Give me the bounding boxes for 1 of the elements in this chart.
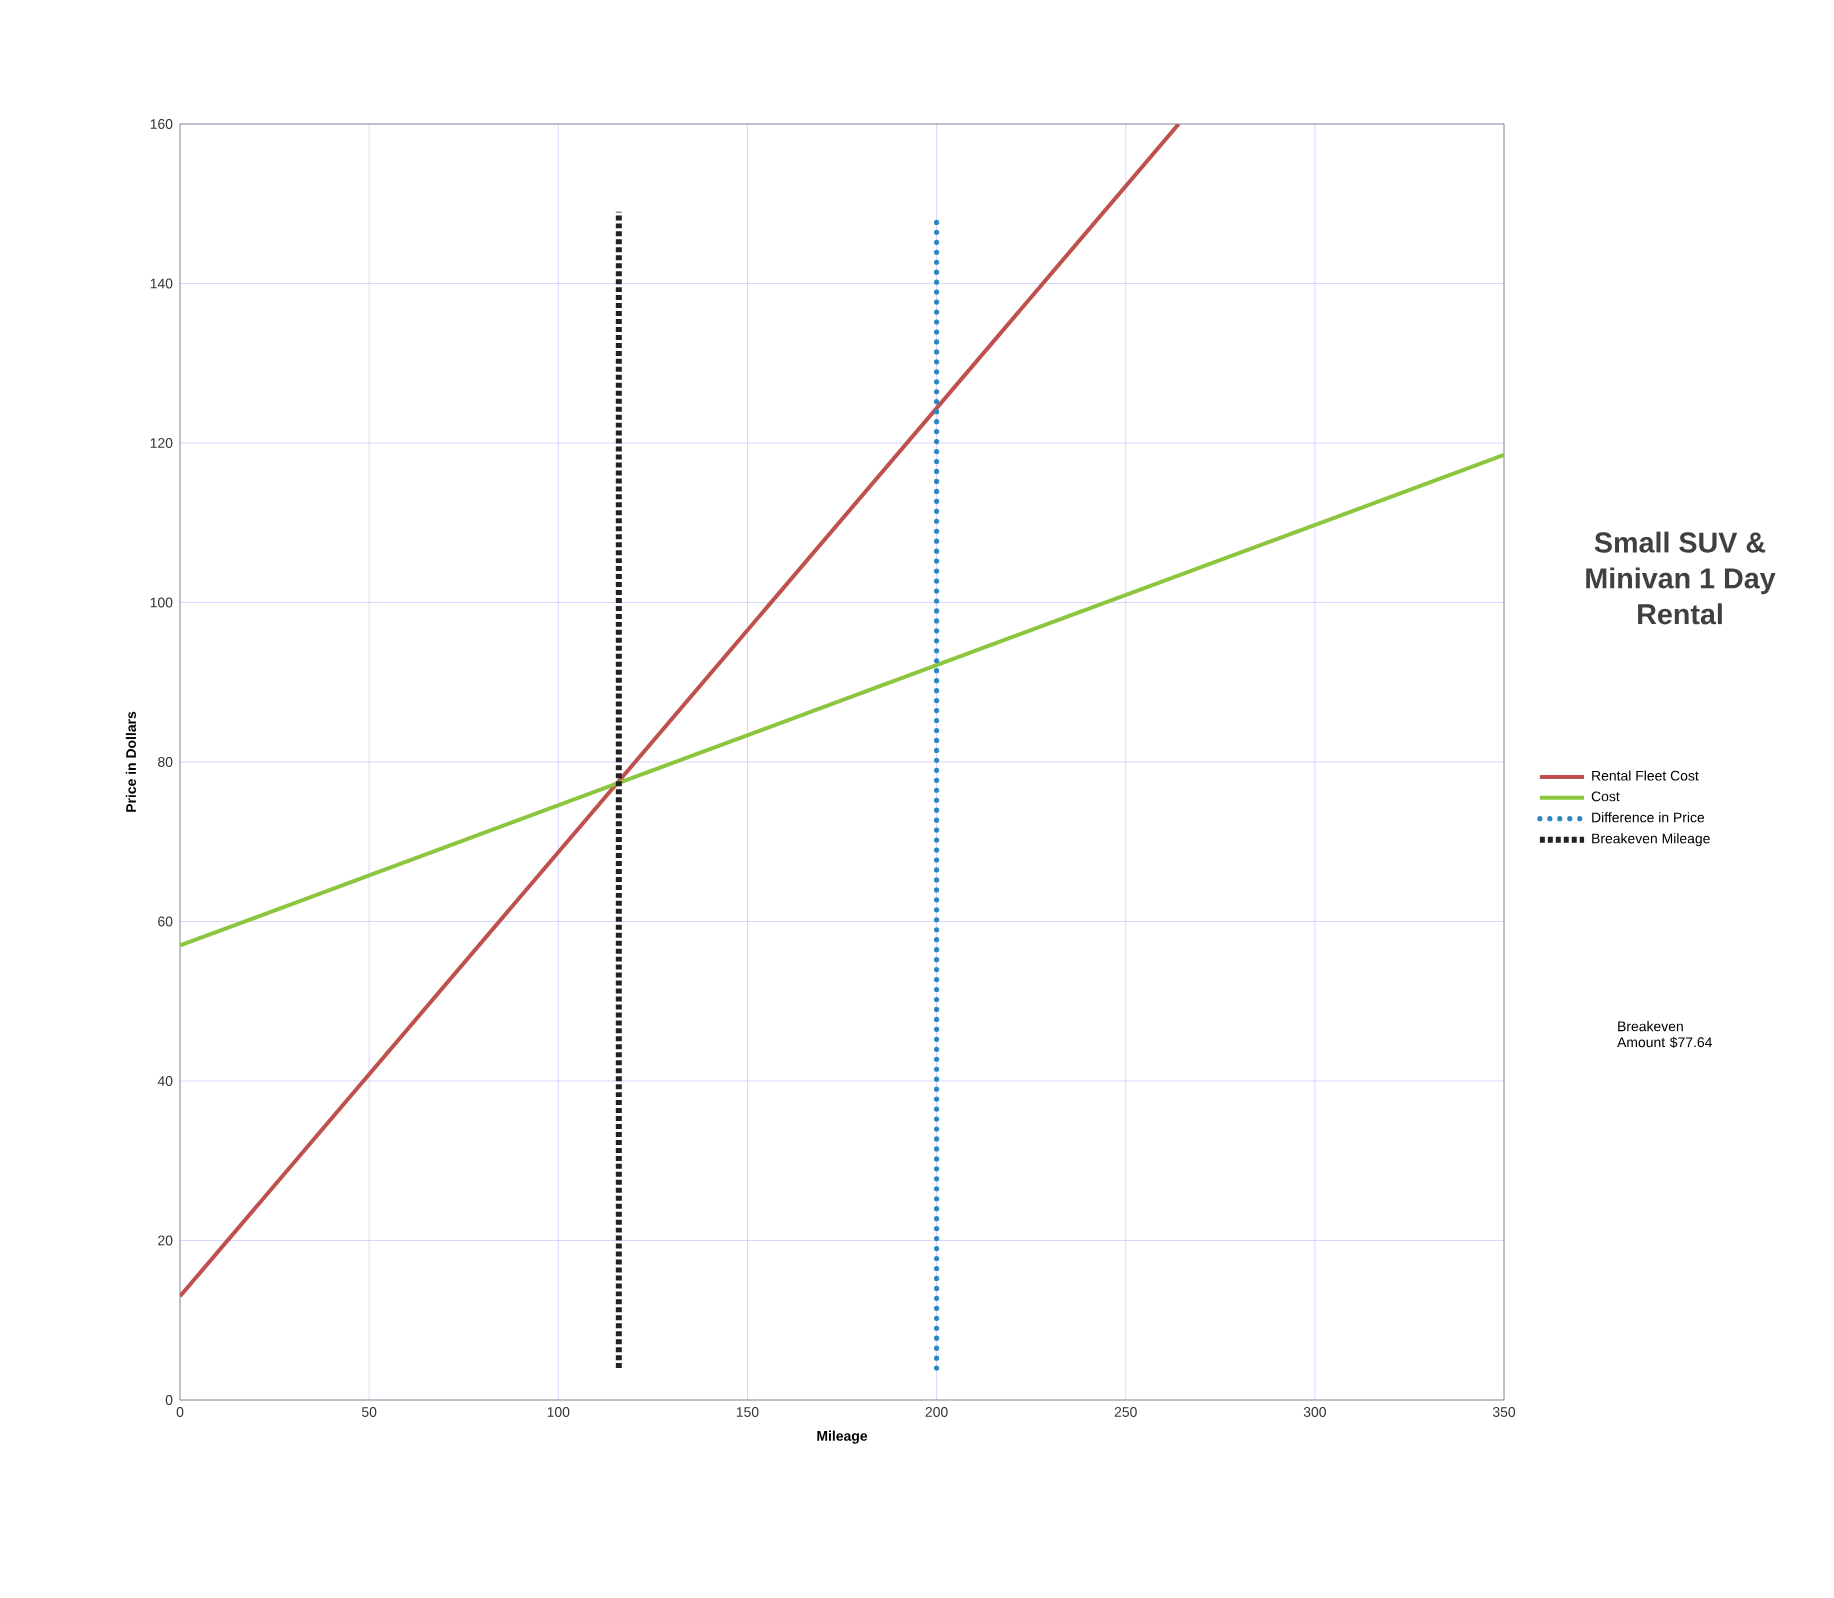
text: Small SUV & Minivan 1 Day Rental <box>1586 531 1776 625</box>
